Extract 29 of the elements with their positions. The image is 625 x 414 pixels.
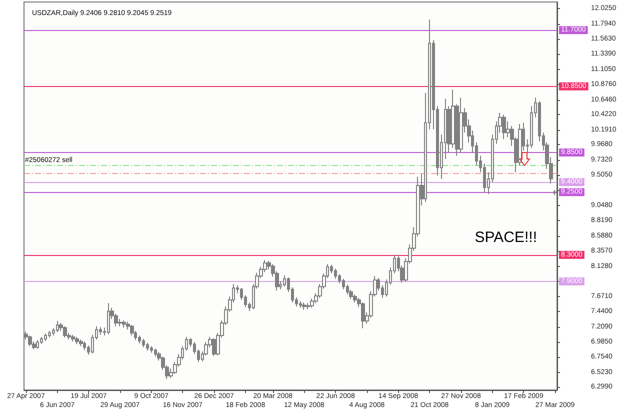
candlestick [63,326,67,338]
candlestick [130,324,134,336]
candlestick [142,338,145,348]
candlestick [353,294,357,303]
candlestick [302,302,306,310]
candlestick [154,348,157,358]
candlestick [107,302,110,335]
candlestick [146,342,149,352]
candlestick [99,326,102,336]
candlestick [48,330,51,338]
candlestick [56,320,59,333]
candlestick [83,340,86,351]
candlestick [44,333,47,342]
candlestick [122,320,126,328]
candlestick [36,340,39,350]
candlestick [28,335,32,347]
candlestick [459,97,463,153]
candlestick [40,336,43,345]
annotation: SPACE!!! [474,229,538,246]
candlestick [361,302,365,329]
candlestick [502,114,506,140]
candlestick [71,334,75,342]
candlestick [138,335,141,344]
candlestick [334,268,337,280]
candlestick [79,339,83,347]
candlestick [150,346,153,354]
candlestick [75,336,79,345]
candlestick [299,300,302,308]
candlestick [306,302,310,310]
